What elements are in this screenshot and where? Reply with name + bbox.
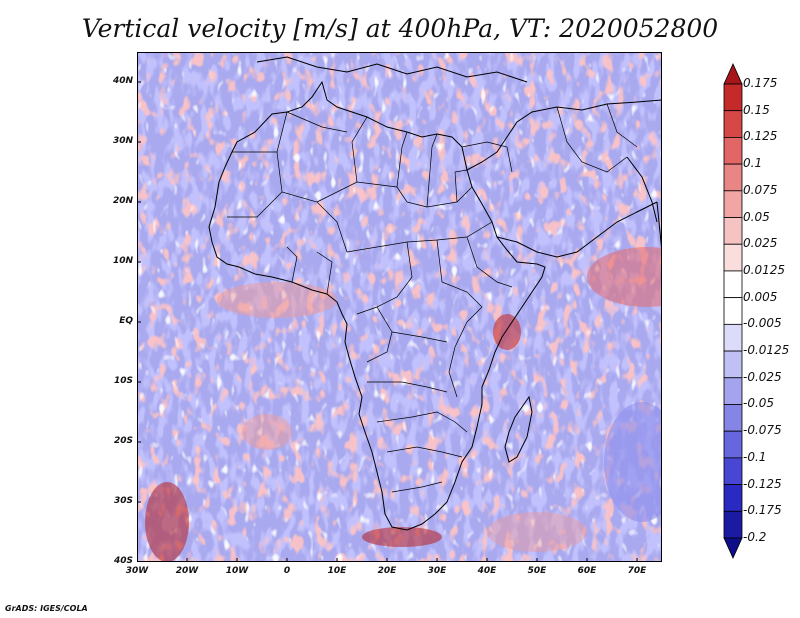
map-panel: 40N 30N 20N 10N EQ 10S 20S 30S 40S 30W 20W 10W 0 10E… bbox=[113, 52, 662, 576]
lon-tick-label: 0 bbox=[283, 566, 291, 576]
velocity-field-map bbox=[137, 52, 662, 562]
positive-patch-southeast bbox=[487, 512, 587, 552]
lon-tick-label: 40E bbox=[477, 566, 497, 576]
colorbar-bin bbox=[723, 243, 743, 272]
positive-patch-southwest bbox=[145, 482, 189, 562]
lat-tick-label: 30N bbox=[112, 136, 133, 146]
colorbar-bin bbox=[723, 110, 743, 138]
coastlines bbox=[208, 56, 662, 531]
colorbar-label: -0.05 bbox=[743, 396, 775, 411]
lat-tick-label: 10N bbox=[112, 256, 133, 266]
colorbar-label: 0.025 bbox=[743, 236, 778, 251]
lon-tick-label: 50E bbox=[527, 566, 547, 576]
colorbar-label: 0.05 bbox=[743, 209, 770, 224]
lat-tick-label: 40N bbox=[112, 76, 133, 86]
field-white-noise bbox=[137, 52, 662, 562]
lon-tick-label: 10E bbox=[327, 566, 347, 576]
colorbar-label: -0.1 bbox=[743, 449, 767, 464]
country-borders bbox=[227, 103, 638, 493]
colorbar-bin bbox=[723, 270, 743, 299]
lon-tick-label: 30W bbox=[125, 566, 149, 576]
colorbar-label: -0.175 bbox=[743, 503, 782, 518]
colorbar-label: -0.2 bbox=[743, 530, 767, 544]
colorbar-label: 0.075 bbox=[743, 182, 778, 197]
colorbar-bin bbox=[723, 297, 743, 325]
lat-tick-label: 10S bbox=[113, 376, 133, 386]
lon-tick-label: 70E bbox=[627, 566, 647, 576]
lon-tick-label: 20W bbox=[175, 566, 199, 576]
colorbar-bottom-triangle bbox=[723, 537, 743, 559]
colorbar-label: 0.1 bbox=[743, 156, 763, 171]
positive-patch-somalia bbox=[493, 314, 521, 350]
colorbar-label: 0.005 bbox=[743, 289, 778, 304]
colorbar-label: -0.075 bbox=[743, 423, 782, 438]
lat-tick-label: 20N bbox=[112, 196, 133, 206]
lat-tick-label: 30S bbox=[113, 496, 133, 506]
colorbar-bin bbox=[723, 163, 743, 192]
colorbar-label: -0.0125 bbox=[743, 343, 790, 358]
colorbar-bin bbox=[723, 457, 743, 485]
colorbar-bin bbox=[723, 430, 743, 459]
positive-patch-gulf-guinea bbox=[217, 282, 337, 318]
colorbar-label: 0.0125 bbox=[743, 262, 785, 277]
chart-title: Vertical velocity [m/s] at 400hPa, VT: 2… bbox=[81, 14, 719, 43]
colorbar-bin bbox=[723, 83, 743, 112]
colorbar-bin bbox=[723, 190, 743, 218]
colorbar-label: -0.005 bbox=[743, 316, 782, 331]
madagascar bbox=[504, 395, 533, 463]
colorbar-label: 0.175 bbox=[743, 76, 778, 90]
colorbar-bin bbox=[723, 510, 743, 539]
map-frame bbox=[137, 52, 662, 562]
lon-tick-label: 10W bbox=[225, 566, 249, 576]
positive-patch-south bbox=[362, 527, 442, 547]
colorbar-bin bbox=[723, 137, 743, 165]
lon-tick-label: 60E bbox=[577, 566, 597, 576]
colorbar-bin bbox=[723, 350, 743, 379]
axis-ticks bbox=[137, 81, 638, 562]
lat-tick-label: 20S bbox=[113, 436, 133, 446]
grads-credit: GrADS: IGES/COLA bbox=[5, 604, 88, 613]
lat-tick-label: EQ bbox=[119, 316, 133, 326]
colorbar-label: -0.125 bbox=[743, 476, 782, 491]
colorbar-label: 0.15 bbox=[743, 102, 770, 117]
colorbar-top-triangle bbox=[723, 63, 743, 85]
colorbar-bin bbox=[723, 217, 743, 245]
colorbar-bin bbox=[723, 377, 743, 405]
negative-patch-mascarene bbox=[604, 402, 662, 522]
lat-tick-label: 40S bbox=[113, 556, 133, 566]
colorbar-label: 0.125 bbox=[743, 129, 778, 144]
positive-patch-atlantic bbox=[242, 414, 292, 450]
lon-tick-label: 20E bbox=[377, 566, 397, 576]
colorbar-label: -0.025 bbox=[743, 369, 782, 384]
colorbar-bin bbox=[723, 484, 743, 512]
colorbar-bin bbox=[723, 323, 743, 352]
colorbar-bin bbox=[723, 404, 743, 432]
positive-patch-arabian-sea bbox=[587, 247, 662, 307]
lon-tick-label: 30E bbox=[427, 566, 447, 576]
colorbar bbox=[723, 63, 743, 559]
